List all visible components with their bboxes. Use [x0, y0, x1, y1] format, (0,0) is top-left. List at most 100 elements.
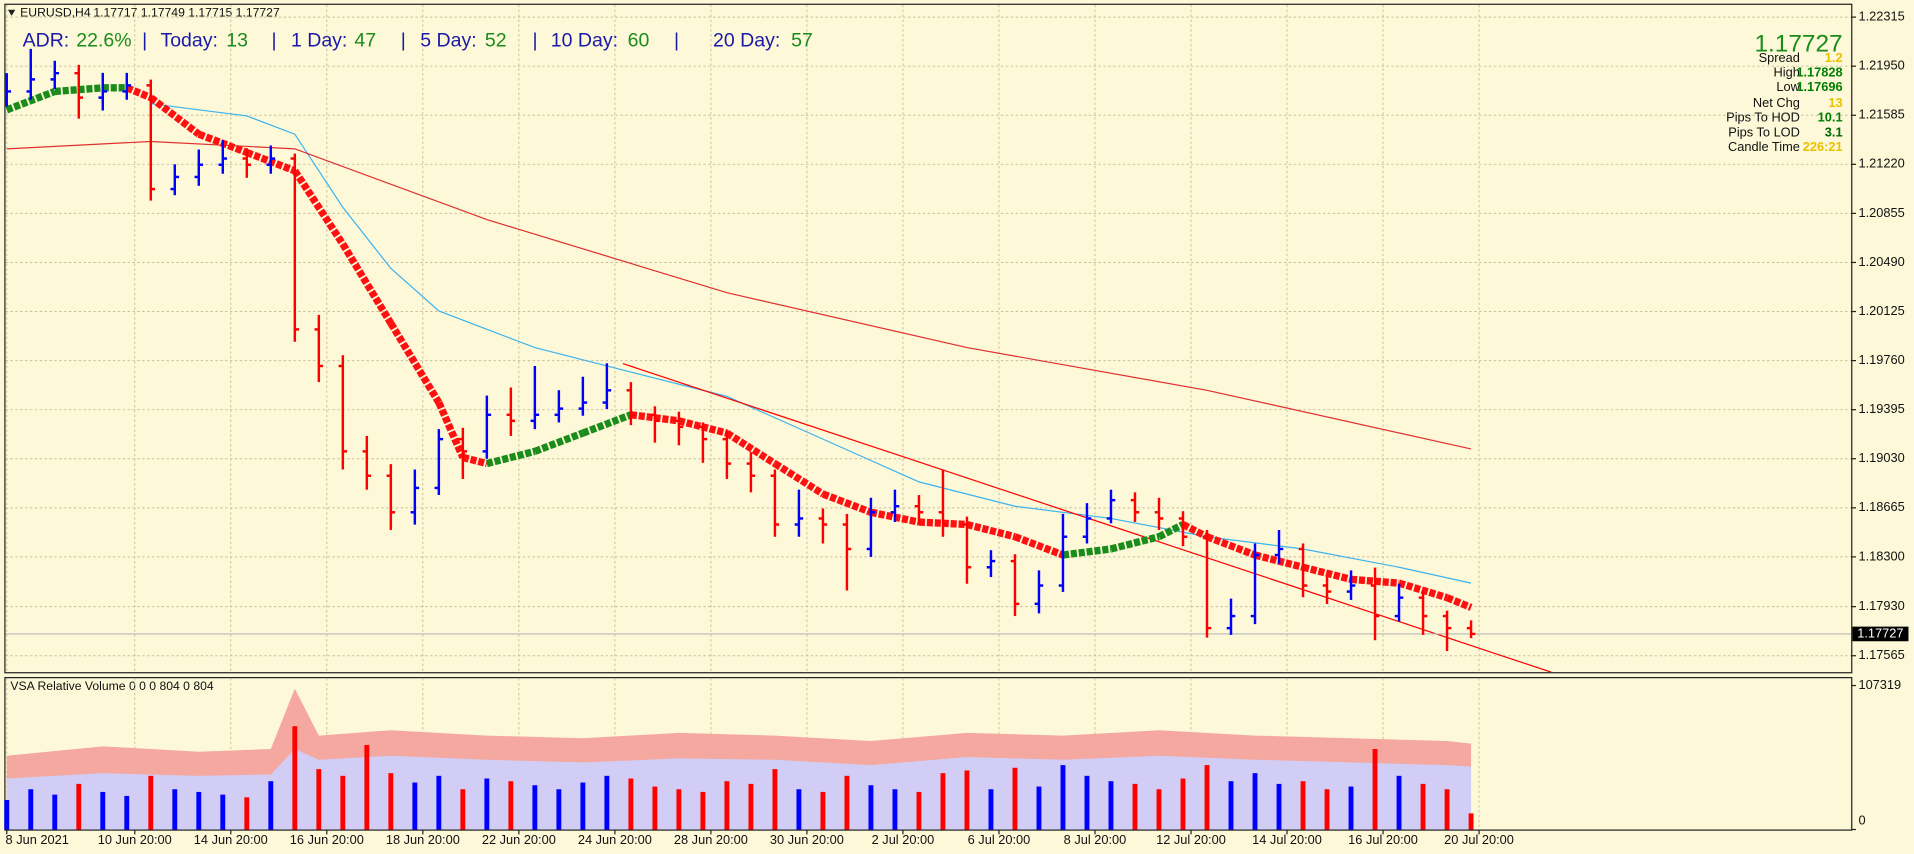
volume-bar	[940, 773, 946, 830]
separator: |	[401, 30, 406, 52]
trend-marker-segment	[485, 447, 536, 468]
info-label: High	[1774, 65, 1800, 80]
ohlc-text: 1.17717 1.17749 1.17715 1.17727	[93, 6, 280, 20]
volume-bar	[676, 789, 682, 830]
volume-bar	[4, 799, 10, 830]
volume-bar	[1252, 773, 1258, 830]
volume-bar	[724, 781, 730, 830]
volume-bar	[364, 744, 370, 830]
trend-marker-segment	[772, 460, 825, 498]
volume-bar	[820, 791, 826, 830]
trend-marker-segment	[387, 321, 442, 405]
y-tick-label: 1.19030	[1858, 450, 1904, 465]
separator: |	[271, 30, 276, 52]
x-tick-label: 28 Jun 20:00	[674, 832, 748, 847]
y-tick-label: 1.18665	[1858, 499, 1904, 514]
x-tick-label: 14 Jun 20:00	[194, 832, 268, 847]
x-tick-label: 30 Jun 20:00	[770, 832, 844, 847]
volume-bar	[268, 781, 274, 830]
info-label: Pips To HOD	[1726, 110, 1800, 125]
x-tick-label: 8 Jun 2021	[6, 832, 69, 847]
y-tick-label: 1.20490	[1858, 254, 1904, 269]
volume-bar	[412, 782, 418, 830]
x-tick-label: 22 Jun 20:00	[482, 832, 556, 847]
current-price-label: 1.17727	[1857, 625, 1903, 640]
volume-bar	[1300, 781, 1306, 830]
y-tick-label: 1.17930	[1858, 598, 1904, 613]
volume-bar	[436, 775, 442, 830]
trend-marker-segment	[291, 168, 346, 247]
trend-marker-segment	[1302, 563, 1352, 583]
trend-marker-segment	[5, 88, 57, 114]
separator: |	[674, 30, 679, 52]
adr-label: 20 Day:	[713, 30, 780, 52]
x-tick-label: 10 Jun 20:00	[98, 832, 172, 847]
collapse-arrow[interactable]	[7, 9, 16, 16]
volume-bar	[532, 785, 538, 830]
adr-label: ADR:	[23, 30, 70, 52]
volume-bar	[988, 789, 994, 830]
info-value: 3.1	[1825, 124, 1843, 139]
y-tick-label: 1.19760	[1858, 352, 1904, 367]
volume-bar	[148, 775, 154, 830]
volume-bar	[868, 785, 874, 830]
x-tick-label: 2 Jul 20:00	[872, 832, 935, 847]
volume-bar	[244, 797, 250, 830]
volume-bar	[964, 770, 970, 830]
volume-bar	[1012, 767, 1018, 830]
adr-label: 5 Day:	[420, 30, 476, 52]
volume-bar	[1108, 781, 1114, 830]
y-tick-label: 1.21585	[1858, 107, 1904, 122]
volume-bar	[100, 791, 106, 830]
info-label: Low	[1776, 79, 1800, 94]
trend-marker-segment	[435, 401, 467, 459]
volume-bar	[220, 794, 226, 830]
trend-marker-segment	[1205, 533, 1257, 559]
trend-marker-segment	[1157, 521, 1185, 540]
volume-bar	[748, 783, 754, 830]
x-tick-label: 16 Jul 20:00	[1348, 832, 1418, 847]
x-tick-label: 12 Jul 20:00	[1156, 832, 1226, 847]
volume-bar	[76, 783, 82, 830]
volume-bar	[652, 786, 658, 830]
volume-bar	[1180, 778, 1186, 830]
volume-bar	[1084, 775, 1090, 830]
adr-value: 13	[226, 30, 248, 52]
volume-bar	[1348, 786, 1354, 830]
trend-marker-segment	[1013, 533, 1065, 559]
adr-label: 1 Day:	[291, 30, 347, 52]
symbol: EURUSD,H4	[20, 6, 91, 20]
info-label: Pips To LOD	[1728, 124, 1800, 139]
main-plot	[5, 4, 1852, 673]
y-tick-label: 1.20855	[1858, 205, 1904, 220]
adr-value: 57	[791, 30, 813, 52]
main-pane-border	[4, 3, 1853, 674]
x-tick-label: 8 Jul 20:00	[1064, 832, 1127, 847]
adr-label: 10 Day:	[551, 30, 618, 52]
volume-bar	[1204, 765, 1210, 830]
volume-bar	[460, 789, 466, 830]
moving-average	[6, 140, 1472, 450]
x-tick-label: 14 Jul 20:00	[1252, 832, 1322, 847]
volume-y-tick-label: 107319	[1858, 677, 1901, 692]
volume-bar	[1324, 789, 1330, 830]
volume-bar	[52, 794, 58, 830]
volume-bar	[1468, 813, 1474, 830]
trend-marker-segment	[581, 411, 633, 437]
volume-band	[6, 749, 1472, 830]
info-value: 226:21	[1803, 139, 1843, 154]
info-value: 1.2	[1825, 50, 1843, 65]
volume-bar	[1036, 786, 1042, 830]
adr-value: 47	[354, 30, 376, 52]
y-tick-label: 1.20125	[1858, 303, 1904, 318]
volume-bar	[628, 778, 634, 830]
y-tick-label: 1.21950	[1858, 58, 1904, 73]
trend-marker-segment	[461, 453, 488, 468]
volume-bar	[1372, 749, 1378, 830]
trend-marker-segment	[966, 520, 1016, 541]
volume-bar	[1060, 765, 1066, 830]
info-value: 1.17696	[1796, 79, 1842, 94]
x-tick-label: 16 Jun 20:00	[290, 832, 364, 847]
